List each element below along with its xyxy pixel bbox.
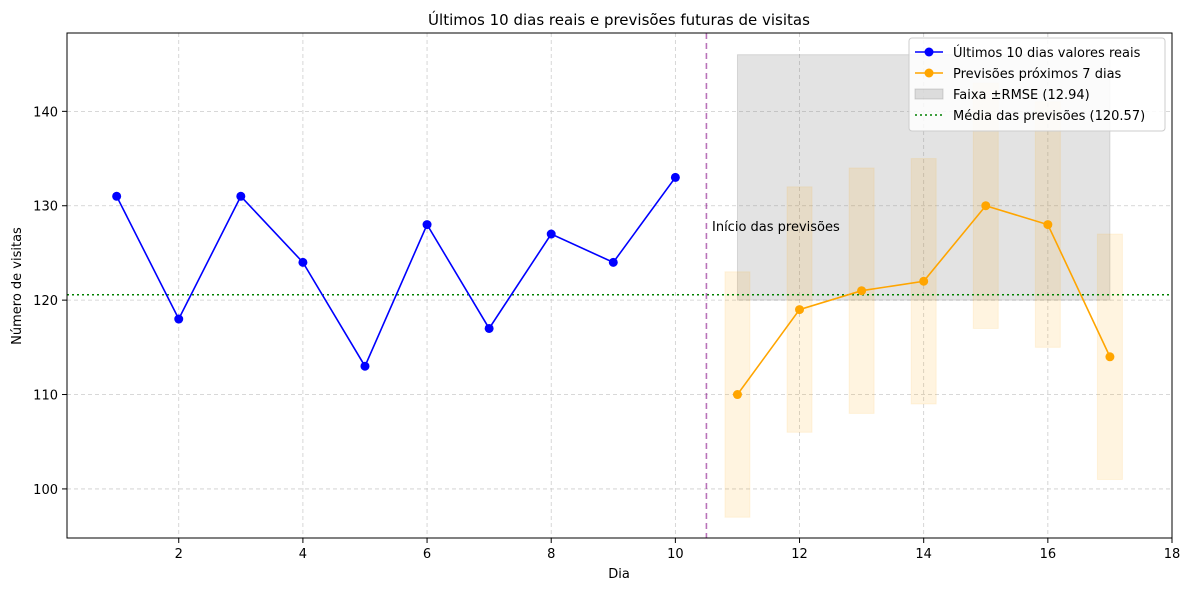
y-tick-label: 140 — [33, 105, 58, 120]
x-tick-label: 2 — [175, 547, 183, 562]
legend: Últimos 10 dias valores reais Previsões p… — [908, 37, 1166, 132]
data-point — [112, 191, 122, 201]
data-point — [546, 229, 556, 239]
legend-label: Últimos 10 dias valores reais — [953, 45, 1141, 61]
series-line-1 — [115, 176, 677, 368]
chart-title: Últimos 10 dias reais e previsões futura… — [428, 10, 810, 29]
data-point — [298, 257, 308, 267]
data-point — [919, 276, 929, 286]
data-point — [608, 257, 618, 267]
data-point — [360, 361, 370, 371]
x-tick-label: 4 — [299, 547, 307, 562]
x-tick-label: 14 — [915, 547, 932, 562]
x-tick-label: 6 — [423, 547, 431, 562]
data-point — [1105, 352, 1115, 362]
data-point — [981, 201, 991, 211]
data-point — [857, 286, 867, 296]
x-tick-label: 18 — [1164, 547, 1181, 562]
data-point — [670, 172, 680, 182]
forecast-start-label: Início das previsões — [712, 220, 840, 235]
data-point — [795, 305, 805, 315]
data-point — [1043, 220, 1053, 230]
y-axis-label: Número de visitas — [10, 227, 25, 345]
data-point — [732, 390, 742, 400]
y-tick-label: 100 — [33, 483, 58, 498]
data-point — [422, 220, 432, 230]
x-axis-label: Dia — [608, 567, 630, 582]
legend-label: Faixa ±RMSE (12.94) — [953, 88, 1090, 103]
legend-marker-swatch — [924, 47, 934, 57]
legend-marker-swatch — [924, 68, 934, 78]
x-tick-label: 16 — [1040, 547, 1057, 562]
y-tick-label: 130 — [33, 200, 58, 215]
legend-label: Média das previsões (120.57) — [953, 109, 1145, 124]
y-tick-label: 120 — [33, 294, 58, 309]
data-point — [236, 191, 246, 201]
data-point — [484, 323, 494, 333]
x-tick-label: 8 — [547, 547, 555, 562]
legend-box — [908, 37, 1166, 132]
data-point — [174, 314, 184, 324]
x-tick-label: 10 — [667, 547, 684, 562]
error-bar — [910, 158, 937, 405]
axes-frame — [66, 32, 1173, 539]
y-tick-label: 110 — [33, 389, 58, 404]
legend-label: Previsões próximos 7 dias — [953, 67, 1122, 82]
x-tick-label: 12 — [791, 547, 808, 562]
legend-patch-swatch — [914, 88, 944, 100]
